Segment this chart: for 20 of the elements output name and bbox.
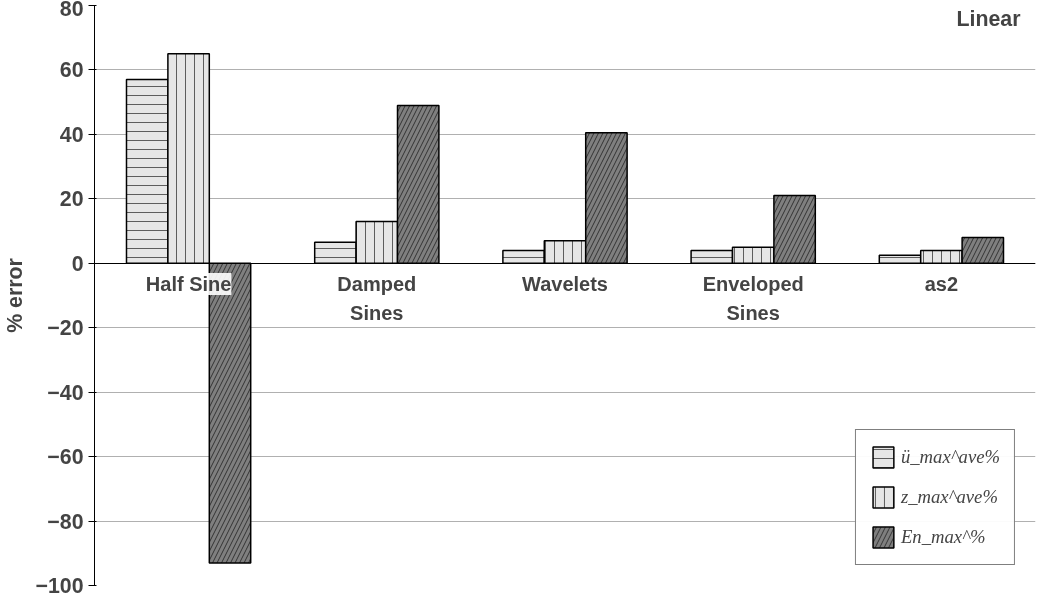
y-tick-label: −100 (35, 574, 84, 598)
x-tick-label: as2 (924, 272, 959, 295)
y-tick-label: 40 (59, 122, 84, 147)
legend-label: z_max^ave% (900, 486, 998, 508)
y-tick-label: −20 (47, 316, 84, 341)
y-tick-label: 80 (59, 0, 84, 21)
y-tick-label: 0 (71, 251, 84, 276)
annotation: Linear (956, 7, 1021, 32)
x-tick-label: Damped Sines (337, 272, 417, 324)
legend-label: En_max^% (900, 526, 986, 548)
y-tick-label: −80 (47, 509, 84, 534)
x-tick-label: Enveloped Sines (702, 272, 804, 324)
y-axis-title: % error (3, 258, 28, 333)
x-tick-label: Half Sine (145, 272, 232, 295)
y-tick-label: −60 (47, 445, 84, 470)
y-tick-label: −40 (47, 380, 84, 405)
y-tick-label: 20 (59, 187, 84, 212)
legend-label: ü_max^ave% (900, 446, 1000, 468)
y-tick-label: 60 (59, 58, 84, 83)
x-tick-label: Wavelets (522, 272, 608, 295)
